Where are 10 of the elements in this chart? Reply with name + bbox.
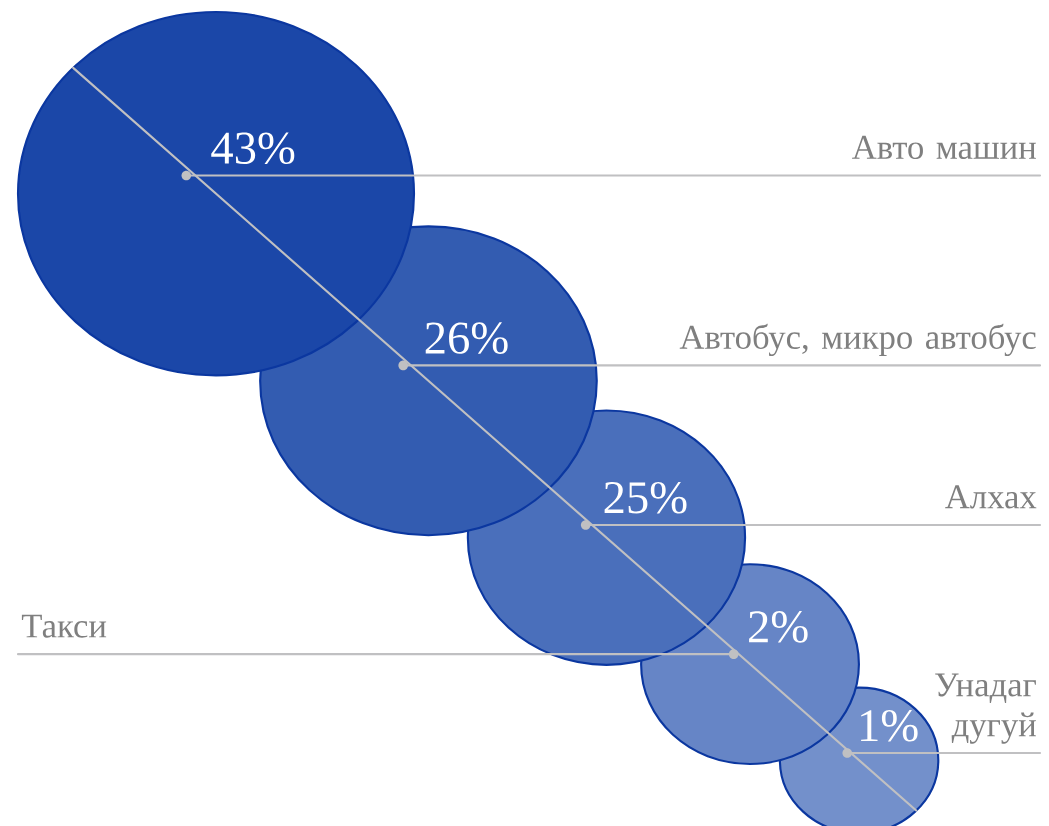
data-label: 26% (425, 322, 508, 355)
category-label: Унадаг дугуй (935, 673, 1036, 744)
data-label: 2% (749, 611, 808, 643)
data-label: 43% (211, 132, 295, 165)
category-label: Автобус, микро автобус (679, 323, 1036, 357)
data-label: 25% (604, 481, 687, 514)
category-label: Авто машин (852, 135, 1036, 160)
category-label: Такси (21, 614, 107, 638)
data-label: 1% (861, 709, 918, 742)
category-label: Алхах (945, 485, 1037, 509)
